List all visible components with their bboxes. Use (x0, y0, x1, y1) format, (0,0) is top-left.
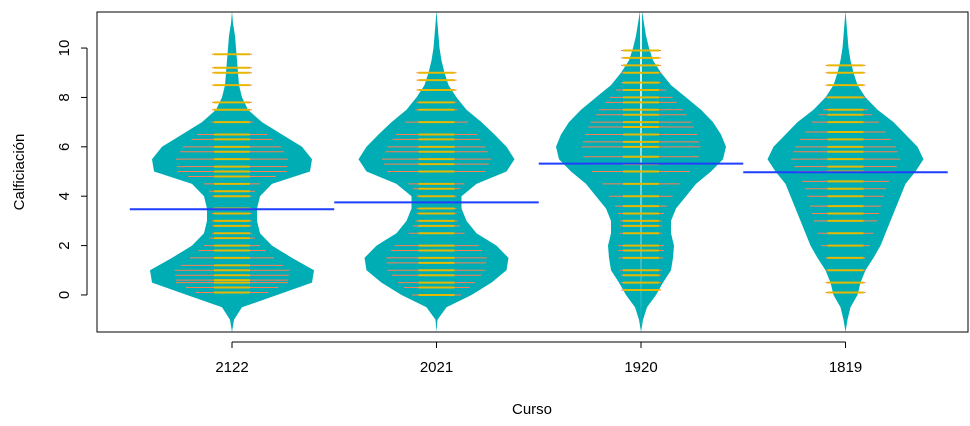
y-tick-label: 10 (56, 40, 73, 57)
y-tick-label: 6 (56, 143, 73, 151)
x-tick-label: 1920 (624, 359, 657, 376)
x-tick-label: 2021 (420, 359, 453, 376)
x-tick-label: 2122 (215, 359, 248, 376)
y-tick-label: 4 (56, 192, 73, 200)
y-axis-label: Calficiación (11, 134, 28, 211)
y-tick-label: 2 (56, 241, 73, 249)
y-tick-label: 8 (56, 93, 73, 101)
x-axis-label: Curso (512, 401, 552, 418)
plot-frame (96, 11, 969, 333)
y-tick-label: 0 (56, 291, 73, 299)
x-tick-label: 1819 (829, 359, 862, 376)
